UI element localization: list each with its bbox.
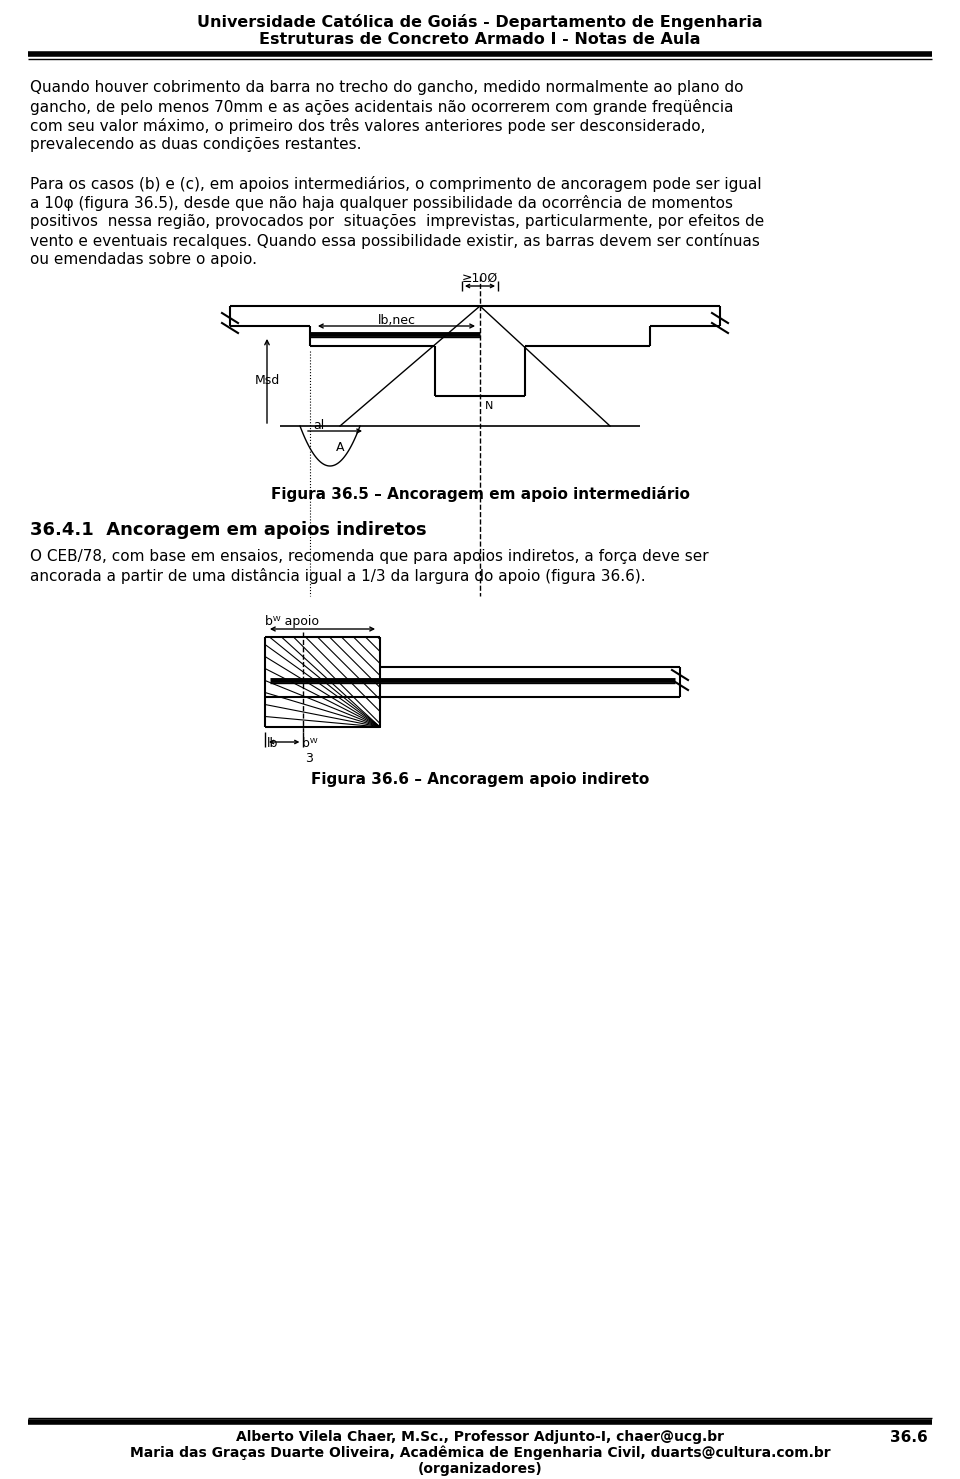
Text: Maria das Graças Duarte Oliveira, Acadêmica de Engenharia Civil, duarts@cultura.: Maria das Graças Duarte Oliveira, Acadêm… <box>130 1446 830 1460</box>
Text: prevalecendo as duas condições restantes.: prevalecendo as duas condições restantes… <box>30 138 362 152</box>
Text: Msd: Msd <box>255 374 280 387</box>
Text: Figura 36.6 – Ancoragem apoio indireto: Figura 36.6 – Ancoragem apoio indireto <box>311 772 649 787</box>
Text: bᵂ
  3: bᵂ 3 <box>299 737 318 765</box>
Text: vento e eventuais recalques. Quando essa possibilidade existir, as barras devem : vento e eventuais recalques. Quando essa… <box>30 234 760 248</box>
Text: Universidade Católica de Goiás - Departamento de Engenharia: Universidade Católica de Goiás - Departa… <box>197 13 763 30</box>
Text: positivos  nessa região, provocados por  situações  imprevistas, particularmente: positivos nessa região, provocados por s… <box>30 214 764 229</box>
Text: Alberto Vilela Chaer, M.Sc., Professor Adjunto-I, chaer@ucg.br: Alberto Vilela Chaer, M.Sc., Professor A… <box>236 1430 724 1444</box>
Text: 36.4.1  Ancoragem em apoios indiretos: 36.4.1 Ancoragem em apoios indiretos <box>30 521 426 538</box>
Text: O CEB/78, com base em ensaios, recomenda que para apoios indiretos, a força deve: O CEB/78, com base em ensaios, recomenda… <box>30 549 708 563</box>
Text: (organizadores): (organizadores) <box>418 1463 542 1476</box>
Text: Estruturas de Concreto Armado I - Notas de Aula: Estruturas de Concreto Armado I - Notas … <box>259 33 701 47</box>
Text: gancho, de pelo menos 70mm e as ações acidentais não ocorrerem com grande freqüê: gancho, de pelo menos 70mm e as ações ac… <box>30 99 733 115</box>
Text: bᵂ apoio: bᵂ apoio <box>265 615 319 629</box>
Text: Para os casos (b) e (c), em apoios intermediários, o comprimento de ancoragem po: Para os casos (b) e (c), em apoios inter… <box>30 176 761 192</box>
Text: 36.6: 36.6 <box>890 1430 928 1445</box>
Text: lb,nec: lb,nec <box>377 314 416 327</box>
Text: ancorada a partir de uma distância igual a 1/3 da largura do apoio (figura 36.6): ancorada a partir de uma distância igual… <box>30 568 646 584</box>
Text: N: N <box>485 401 493 411</box>
Text: A: A <box>336 441 345 454</box>
Text: lb: lb <box>267 737 278 750</box>
Text: ou emendadas sobre o apoio.: ou emendadas sobre o apoio. <box>30 251 257 268</box>
Text: Quando houver cobrimento da barra no trecho do gancho, medido normalmente ao pla: Quando houver cobrimento da barra no tre… <box>30 80 743 95</box>
Text: ≥10Ø: ≥10Ø <box>462 272 498 285</box>
Text: com seu valor máximo, o primeiro dos três valores anteriores pode ser desconside: com seu valor máximo, o primeiro dos trê… <box>30 118 706 135</box>
Text: a 10φ (figura 36.5), desde que não haja qualquer possibilidade da ocorrência de : a 10φ (figura 36.5), desde que não haja … <box>30 195 733 211</box>
Text: al: al <box>313 419 324 432</box>
Text: Figura 36.5 – Ancoragem em apoio intermediário: Figura 36.5 – Ancoragem em apoio interme… <box>271 487 689 501</box>
